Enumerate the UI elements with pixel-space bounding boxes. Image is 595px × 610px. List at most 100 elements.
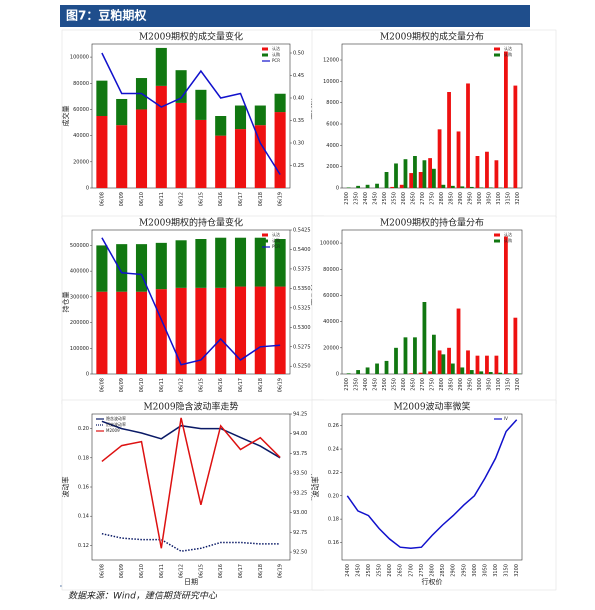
legend-label: PCR bbox=[272, 244, 280, 249]
chart: M2009隐含波动率走势 0.12 0.14 0.16 0.18 0.20 92.50 92.… bbox=[61, 399, 325, 591]
x-tick-label: 2300 bbox=[344, 378, 350, 391]
x-tick-label: 06/18 bbox=[258, 564, 264, 578]
x-tick-label: 2450 bbox=[355, 564, 361, 577]
x-tick-label: 2600 bbox=[401, 192, 407, 205]
bar bbox=[135, 291, 148, 374]
x-tick-label: 2600 bbox=[387, 564, 393, 577]
bar bbox=[488, 187, 493, 188]
y-tick-label: 100000 bbox=[320, 241, 339, 247]
x-tick-label: 3000 bbox=[472, 564, 478, 577]
x-tick-label: 06/16 bbox=[218, 564, 224, 578]
y-tick-label: 100000 bbox=[70, 55, 89, 61]
y2-tick-label: 93.00 bbox=[293, 510, 307, 516]
legend-label: IV bbox=[504, 416, 508, 421]
bar bbox=[432, 334, 436, 374]
y-tick-label: 0 bbox=[86, 186, 89, 192]
x-tick-label: 2300 bbox=[344, 192, 350, 205]
legend-swatch bbox=[494, 53, 500, 57]
y-tick-label: 300000 bbox=[70, 294, 89, 300]
x-tick-label: 3200 bbox=[515, 192, 521, 205]
chart-title: M2009期权的持仓量分布 bbox=[380, 217, 484, 229]
x-tick-label: 2950 bbox=[467, 378, 473, 391]
bar bbox=[365, 184, 370, 188]
y-tick-label: 500000 bbox=[70, 243, 89, 249]
legend-label: 认购 bbox=[504, 51, 512, 57]
line bbox=[101, 532, 281, 552]
y-tick-label: 0.22 bbox=[328, 470, 339, 476]
chart: M2009期权的持仓量分布 0 20000 40000 60000 80000 100000… bbox=[311, 215, 557, 405]
x-tick-label: 2800 bbox=[430, 564, 436, 577]
bar bbox=[175, 287, 187, 374]
x-tick-label: 2900 bbox=[458, 192, 464, 205]
bar bbox=[485, 355, 489, 374]
legend-label: 历史波动率 bbox=[106, 421, 126, 427]
legend-label: 认购 bbox=[272, 237, 280, 243]
x-tick-label: 06/17 bbox=[238, 378, 244, 392]
bar bbox=[116, 291, 128, 374]
x-tick-label: 3100 bbox=[493, 564, 499, 577]
bar bbox=[437, 350, 442, 374]
x-tick-label: 06/08 bbox=[99, 378, 105, 392]
legend-swatch bbox=[494, 233, 500, 237]
x-tick-label: 2600 bbox=[401, 378, 407, 391]
x-tick-label: 2650 bbox=[398, 564, 404, 577]
bar bbox=[175, 240, 187, 288]
y-tick-label: 4000 bbox=[326, 143, 339, 149]
x-tick-label: 2900 bbox=[458, 378, 464, 391]
bar bbox=[450, 363, 455, 374]
y2-tick-label: 0.5350 bbox=[293, 286, 311, 292]
bar bbox=[418, 172, 423, 188]
bar bbox=[479, 187, 484, 188]
bar bbox=[475, 156, 480, 188]
bar bbox=[513, 85, 518, 188]
bar bbox=[356, 370, 360, 374]
x-tick-label: 06/12 bbox=[179, 564, 185, 578]
bar bbox=[447, 92, 451, 188]
y-tick-label: 0.16 bbox=[328, 540, 339, 546]
bar bbox=[215, 116, 227, 136]
line bbox=[101, 417, 281, 549]
x-tick-label: 2350 bbox=[354, 192, 360, 205]
x-tick-label: 2950 bbox=[461, 564, 467, 577]
x-tick-label: 06/15 bbox=[198, 378, 204, 392]
bar bbox=[466, 83, 470, 188]
plot-area bbox=[341, 413, 523, 561]
y2-tick-label: 0.40 bbox=[293, 96, 304, 102]
x-tick-label: 2850 bbox=[448, 192, 454, 205]
bar bbox=[409, 173, 414, 188]
line bbox=[101, 237, 281, 366]
x-tick-label: 06/11 bbox=[159, 564, 165, 578]
y-tick-label: 0.24 bbox=[328, 447, 339, 453]
bar bbox=[155, 242, 167, 290]
bar bbox=[475, 355, 480, 374]
line bbox=[101, 52, 281, 175]
bar bbox=[432, 168, 436, 188]
x-tick-label: 06/16 bbox=[218, 378, 224, 392]
bar bbox=[135, 109, 148, 188]
bar bbox=[274, 93, 286, 113]
x-tick-label: 2700 bbox=[420, 192, 426, 205]
x-tick-label: 2550 bbox=[392, 192, 398, 205]
bar bbox=[460, 186, 465, 188]
bar bbox=[447, 347, 451, 374]
y2-tick-label: 0.5425 bbox=[293, 228, 311, 234]
x-tick-label: 2850 bbox=[440, 564, 446, 577]
x-tick-label: 2400 bbox=[363, 192, 369, 205]
plot-area bbox=[91, 229, 291, 375]
bar bbox=[428, 158, 432, 188]
bar bbox=[384, 360, 389, 374]
bar bbox=[365, 367, 370, 374]
legend-label: 认购 bbox=[504, 237, 512, 243]
x-tick-label: 2400 bbox=[345, 564, 351, 577]
x-tick-label: 3150 bbox=[504, 564, 510, 577]
bar bbox=[195, 239, 207, 288]
panel bbox=[311, 215, 557, 405]
y-tick-label: 200000 bbox=[70, 320, 89, 326]
bar bbox=[422, 302, 427, 374]
bar bbox=[394, 347, 398, 374]
x-tick-label: 2800 bbox=[439, 378, 445, 391]
bar bbox=[96, 116, 108, 188]
bar bbox=[215, 135, 227, 188]
x-tick-label: 2400 bbox=[363, 378, 369, 391]
